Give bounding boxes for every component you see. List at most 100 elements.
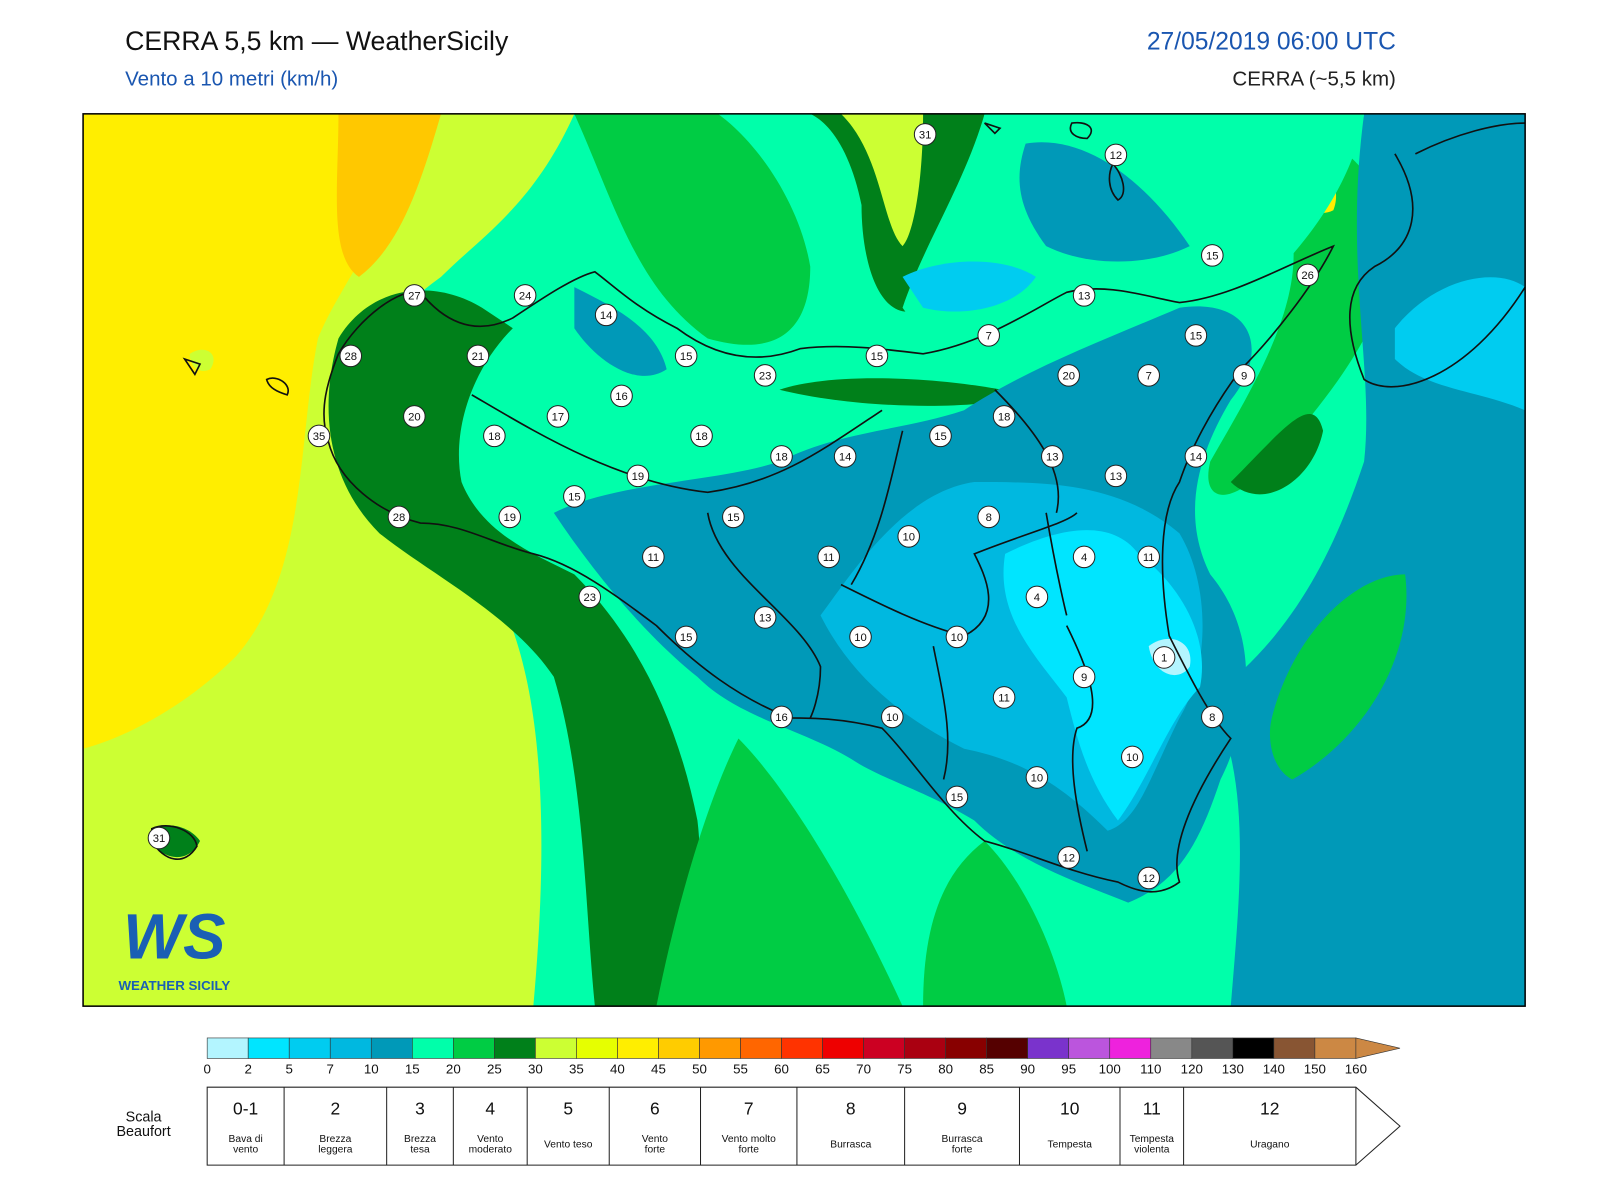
station-marker	[1201, 705, 1224, 729]
station-value: 13	[1078, 290, 1091, 302]
station-marker	[483, 424, 506, 448]
beaufort-desc: tesa	[410, 1144, 430, 1155]
station-marker	[1201, 244, 1224, 267]
station-value: 16	[775, 712, 788, 724]
station-value: 10	[951, 632, 964, 644]
colorbar-tick-label: 35	[569, 1061, 584, 1076]
station-value: 14	[600, 310, 613, 322]
station-value: 13	[1110, 471, 1123, 483]
station-marker	[992, 405, 1016, 428]
station-marker	[1104, 464, 1128, 488]
station-marker	[1137, 545, 1160, 569]
station-value: 28	[393, 512, 406, 524]
station-marker	[626, 464, 650, 488]
colorbar: 0 2 5 7 10 15 20 25 30 35 40 45 50 55 60 65 70 75 80 85 90 95…	[203, 1037, 1401, 1076]
colorbar-tick-label: 150	[1304, 1061, 1326, 1076]
station-value: 27	[408, 290, 421, 302]
station-value: 15	[1190, 330, 1203, 342]
beaufort-force: 5	[563, 1098, 573, 1118]
colorbar-tick-label: 20	[446, 1061, 461, 1076]
beaufort-desc: forte	[952, 1144, 973, 1155]
station-value: 12	[1110, 150, 1123, 162]
station-marker	[307, 424, 331, 448]
station-value: 4	[1081, 552, 1087, 564]
station-value: 17	[552, 411, 565, 423]
logo-mark: WS	[123, 901, 225, 972]
beaufort-desc: moderato	[469, 1144, 513, 1155]
station-value: 28	[345, 351, 358, 363]
colorbar-tick-label: 90	[1020, 1061, 1035, 1076]
station-marker	[578, 585, 602, 609]
station-marker	[722, 505, 745, 529]
beaufort-force: 12	[1260, 1098, 1279, 1118]
colorbar-tick-label: 45	[651, 1061, 666, 1076]
station-marker	[1072, 284, 1096, 307]
beaufort-desc: Vento teso	[544, 1139, 593, 1150]
station-value: 8	[1209, 712, 1215, 724]
beaufort-desc: Vento molto	[722, 1134, 776, 1145]
station-value: 14	[839, 451, 852, 463]
colorbar-swatch	[1314, 1037, 1357, 1059]
title: CERRA 5,5 km — WeatherSicily	[125, 26, 509, 56]
colorbar-tick-label: 25	[487, 1061, 502, 1076]
station-value: 23	[583, 592, 596, 604]
colorbar-swatch	[1273, 1037, 1316, 1059]
station-marker	[610, 384, 633, 408]
beaufort-desc: Burrasca	[942, 1134, 983, 1145]
station-marker	[1296, 263, 1319, 287]
colorbar-swatch	[1232, 1037, 1275, 1059]
beaufort-force: 3	[415, 1098, 425, 1118]
station-marker	[817, 545, 840, 569]
beaufort-force: 6	[650, 1098, 660, 1118]
station-value: 8	[986, 512, 992, 524]
station-value: 12	[1062, 852, 1075, 864]
station-marker	[642, 545, 665, 569]
coastline	[150, 121, 1526, 893]
station-marker	[403, 405, 426, 428]
station-value: 14	[1190, 451, 1203, 463]
station-marker	[945, 785, 969, 809]
station-marker	[1184, 324, 1208, 347]
station-marker	[753, 364, 777, 387]
station-value: 12	[1142, 873, 1155, 885]
station-value: 23	[759, 370, 772, 382]
colorbar-swatch	[206, 1037, 249, 1059]
station-value: 31	[153, 833, 166, 845]
station-value: 18	[998, 411, 1011, 423]
colorbar-tick-label: 130	[1222, 1061, 1244, 1076]
datetime: 27/05/2019 06:00 UTC	[1147, 29, 1396, 56]
station-value: 10	[1031, 772, 1044, 784]
station-value: 11	[647, 552, 659, 564]
station-value: 19	[503, 512, 516, 524]
colorbar-tick-label: 40	[610, 1061, 625, 1076]
station-value: 15	[568, 491, 581, 503]
station-marker	[865, 344, 889, 368]
colorbar-tick-label: 70	[856, 1061, 871, 1076]
colorbar-swatch	[904, 1037, 946, 1059]
station-value: 10	[854, 632, 867, 644]
station-value: 21	[472, 351, 485, 363]
beaufort-force: 4	[485, 1098, 495, 1118]
station-marker	[1072, 665, 1096, 689]
colorbar-tick-label: 120	[1181, 1061, 1203, 1076]
station-value: 15	[1206, 250, 1219, 262]
station-value: 11	[998, 692, 1010, 704]
station-value: 20	[408, 411, 421, 423]
station-value: 13	[1046, 451, 1059, 463]
station-marker	[1072, 545, 1096, 569]
colorbar-tick-label: 65	[815, 1061, 830, 1076]
station-value: 10	[902, 531, 915, 543]
colorbar-tick-label: 110	[1140, 1061, 1161, 1076]
station-marker	[1025, 585, 1049, 609]
station-value: 15	[680, 632, 693, 644]
station-value: 20	[1062, 370, 1075, 382]
colorbar-tick-label: 95	[1061, 1061, 1076, 1076]
colorbar-swatch	[370, 1037, 413, 1059]
station-marker	[594, 303, 618, 327]
station-marker	[753, 606, 777, 629]
station-value: 15	[680, 351, 693, 363]
station-marker	[1057, 364, 1080, 387]
station-value: 24	[519, 290, 532, 302]
station-marker	[897, 525, 920, 548]
